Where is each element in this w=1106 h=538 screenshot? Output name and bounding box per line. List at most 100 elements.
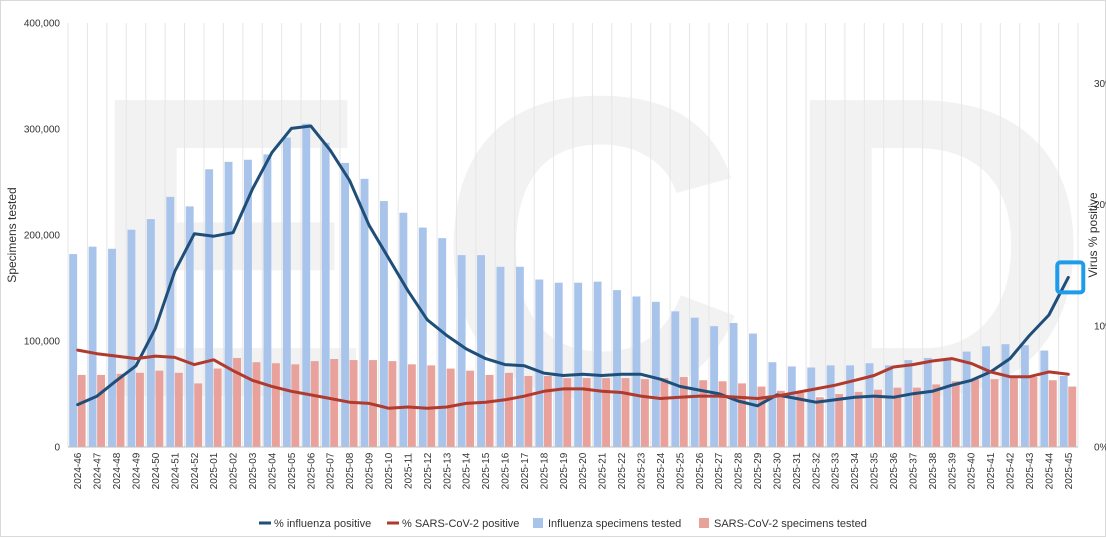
bar-influenza-specimens-tested [807, 367, 816, 447]
bar-influenza-specimens-tested [710, 326, 719, 447]
x-axis: 2024-46 2024-47 2024-48 2024-49 2024-50 2024-… [68, 446, 1078, 489]
legend-swatch-bar [533, 518, 543, 528]
bar-influenza-specimens-tested [379, 201, 388, 447]
bar-sars-cov-2-specimens-tested [485, 374, 494, 447]
x-tick-label: 2025-08 [345, 452, 356, 489]
bar-influenza-specimens-tested [826, 365, 835, 447]
x-tick-label: 2025-17 [520, 452, 531, 489]
x-tick-label: 2024-46 [73, 452, 84, 489]
x-tick-label: 2025-12 [423, 452, 434, 489]
bar-influenza-specimens-tested [923, 357, 932, 447]
bar-influenza-specimens-tested [593, 281, 602, 447]
y-left-tick-label: 100,000 [24, 337, 61, 348]
bar-sars-cov-2-specimens-tested [524, 375, 533, 447]
bar-influenza-specimens-tested [632, 296, 641, 447]
x-tick-label: 2025-23 [637, 452, 648, 489]
x-tick-label: 2025-28 [734, 452, 745, 489]
bar-influenza-specimens-tested [185, 206, 194, 447]
x-tick-label: 2025-05 [287, 452, 298, 489]
bar-sars-cov-2-specimens-tested [679, 377, 688, 447]
x-tick-label: 2024-48 [112, 452, 123, 489]
bar-sars-cov-2-specimens-tested [252, 362, 261, 447]
y-left-tick-label: 300,000 [24, 125, 61, 136]
x-tick-label: 2025-24 [656, 452, 667, 489]
bar-influenza-specimens-tested [943, 359, 952, 447]
x-tick-label: 2025-35 [870, 452, 881, 489]
bar-influenza-specimens-tested [224, 161, 233, 448]
bar-influenza-specimens-tested [341, 162, 350, 448]
x-tick-label: 2025-20 [578, 452, 589, 489]
bar-influenza-specimens-tested [496, 266, 505, 447]
bar-sars-cov-2-specimens-tested [1068, 386, 1077, 447]
x-tick-label: 2025-40 [967, 452, 978, 489]
bar-sars-cov-2-specimens-tested [718, 381, 727, 447]
legend-label: % SARS-CoV-2 positive [402, 518, 519, 530]
x-tick-label: 2025-39 [947, 452, 958, 489]
bar-influenza-specimens-tested [146, 219, 155, 447]
y-left-tick-label: 200,000 [24, 231, 61, 242]
bar-influenza-specimens-tested [846, 365, 855, 447]
x-tick-label: 2025-27 [714, 452, 725, 489]
bar-sars-cov-2-specimens-tested [796, 392, 805, 447]
bar-sars-cov-2-specimens-tested [582, 378, 591, 447]
y-right-tick-label: 0% [1094, 443, 1106, 454]
x-tick-label: 2025-02 [229, 452, 240, 489]
x-tick-label: 2025-37 [908, 452, 919, 489]
bar-influenza-specimens-tested [904, 360, 913, 447]
bar-sars-cov-2-specimens-tested [951, 381, 960, 447]
highlight-box [1055, 260, 1086, 295]
x-tick-label: 2025-09 [365, 452, 376, 489]
bar-sars-cov-2-specimens-tested [505, 372, 513, 447]
y-right-tick-label: 20% [1094, 200, 1106, 211]
bar-sars-cov-2-specimens-tested [621, 378, 630, 447]
x-tick-label: 2025-26 [695, 452, 706, 489]
bar-sars-cov-2-specimens-tested [194, 383, 203, 447]
x-tick-label: 2025-07 [326, 452, 337, 489]
bar-sars-cov-2-specimens-tested [660, 378, 669, 447]
bar-influenza-specimens-tested [651, 301, 660, 447]
bar-sars-cov-2-specimens-tested [1048, 380, 1057, 447]
bar-influenza-specimens-tested [749, 333, 757, 447]
y-left-tick-label: 400,000 [24, 19, 61, 30]
bar-sars-cov-2-specimens-tested [271, 363, 280, 447]
bar-influenza-specimens-tested [690, 317, 699, 447]
x-tick-label: 2025-22 [617, 452, 628, 489]
x-tick-label: 2025-38 [928, 452, 939, 489]
legend: % influenza positive % SARS-CoV-2 positiv… [259, 518, 867, 530]
x-tick-label: 2025-21 [598, 452, 609, 489]
x-tick-label: 2025-13 [442, 452, 453, 489]
bar-sars-cov-2-specimens-tested [835, 394, 844, 447]
x-tick-label: 2025-18 [539, 452, 550, 489]
bar-sars-cov-2-specimens-tested [699, 380, 708, 447]
bar-influenza-specimens-tested [515, 266, 524, 447]
x-tick-label: 2025-29 [753, 452, 764, 489]
bar-influenza-specimens-tested [282, 137, 291, 448]
bar-sars-cov-2-specimens-tested [874, 389, 882, 447]
legend-label: % influenza positive [274, 518, 371, 530]
bar-sars-cov-2-specimens-tested [815, 397, 824, 447]
bar-influenza-specimens-tested [263, 154, 272, 447]
bar-influenza-specimens-tested [768, 362, 777, 447]
x-tick-label: 2025-11 [403, 453, 414, 489]
line--influenza-positive [76, 124, 1070, 408]
bar-influenza-specimens-tested [554, 282, 563, 447]
bar-sars-cov-2-specimens-tested [932, 384, 941, 447]
bar-influenza-specimens-tested [1040, 350, 1049, 447]
lines [76, 124, 1086, 410]
bar-influenza-specimens-tested [1001, 344, 1010, 447]
x-tick-label: 2025-33 [831, 452, 842, 489]
x-tick-label: 2024-51 [170, 452, 181, 489]
bar-influenza-specimens-tested [865, 363, 874, 447]
bar-sars-cov-2-specimens-tested [543, 375, 552, 447]
left-axis: 0 100,000 200,000 300,000 400,000 Specimens t… [5, 19, 60, 454]
bar-sars-cov-2-specimens-tested [291, 364, 300, 447]
x-tick-label: 2025-44 [1044, 452, 1055, 489]
bar-influenza-specimens-tested [962, 351, 971, 447]
bar-sars-cov-2-specimens-tested [757, 386, 766, 447]
bar-sars-cov-2-specimens-tested [854, 391, 863, 447]
bar-influenza-specimens-tested [302, 123, 311, 447]
x-tick-label: 2024-47 [93, 452, 104, 489]
legend-label: Influenza specimens tested [548, 518, 681, 530]
